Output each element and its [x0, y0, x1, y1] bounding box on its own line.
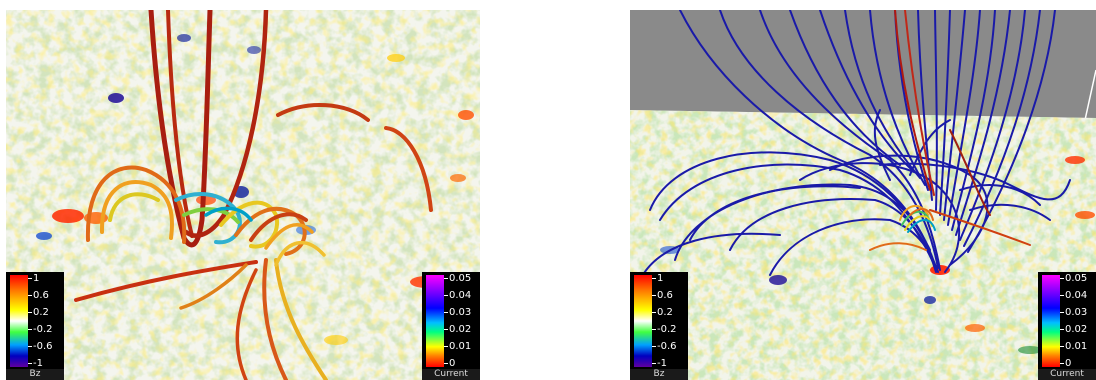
field-lines-core-right	[899, 205, 936, 233]
current-tick: 0.03	[444, 308, 471, 318]
current-tick: 0.04	[444, 291, 471, 301]
field-line-render-left	[6, 10, 480, 380]
field-lines-twisted-left	[85, 165, 314, 256]
bz-tick: -1	[28, 359, 43, 369]
bz-tick: -1	[652, 359, 667, 369]
current-colorbar-right: 0.05 0.04 0.03 0.02 0.01 0 Current	[1038, 272, 1096, 380]
field-line-render-right	[630, 10, 1096, 380]
bz-tick: 0.6	[652, 291, 673, 301]
bz-tick: 0.6	[28, 291, 49, 301]
bz-gradient	[10, 275, 28, 367]
bz-tick: -0.6	[652, 342, 677, 352]
current-colorbar-left: 0.05 0.04 0.03 0.02 0.01 0 Current	[422, 272, 480, 380]
bz-tick: -0.6	[28, 342, 53, 352]
bz-tick: 1	[28, 274, 39, 284]
bz-colorbar-right: 1 0.6 0.2 -0.2 -0.6 -1 Bz	[630, 272, 688, 380]
current-tick: 0.01	[444, 342, 471, 352]
field-lines-trailing-left	[74, 240, 328, 380]
current-tick: 0.04	[1060, 291, 1087, 301]
current-tick: 0.02	[1060, 325, 1087, 335]
bz-gradient	[634, 275, 652, 367]
current-tick: 0.05	[1060, 274, 1087, 284]
magnetogram-view-left: 1 0.6 0.2 -0.2 -0.6 -1 Bz 0.05 0.04 0.03…	[6, 10, 480, 380]
field-lines-red-right	[869, 10, 1031, 251]
current-tick: 0	[1060, 359, 1071, 369]
current-tick: 0.01	[1060, 342, 1087, 352]
bz-tick: 0.2	[652, 308, 673, 318]
current-tick: 0.05	[444, 274, 471, 284]
bz-tick: 1	[652, 274, 663, 284]
bz-tick: -0.2	[28, 325, 53, 335]
current-tick: 0.02	[444, 325, 471, 335]
current-tick: 0.03	[1060, 308, 1087, 318]
bz-tick: -0.2	[652, 325, 677, 335]
bz-colorbar-left: 1 0.6 0.2 -0.2 -0.6 -1 Bz	[6, 272, 64, 380]
bz-colorbar-title: Bz	[630, 369, 688, 380]
bz-tick: 0.2	[28, 308, 49, 318]
current-tick: 0	[444, 359, 455, 369]
current-gradient	[1042, 275, 1060, 367]
current-gradient	[426, 275, 444, 367]
bz-colorbar-title: Bz	[6, 369, 64, 380]
current-colorbar-title: Current	[1038, 369, 1096, 380]
current-colorbar-title: Current	[422, 369, 480, 380]
field-lines-tall-left	[148, 10, 433, 248]
magnetogram-view-right: 1 0.6 0.2 -0.2 -0.6 -1 Bz 0.05 0.04 0.03…	[630, 10, 1096, 380]
